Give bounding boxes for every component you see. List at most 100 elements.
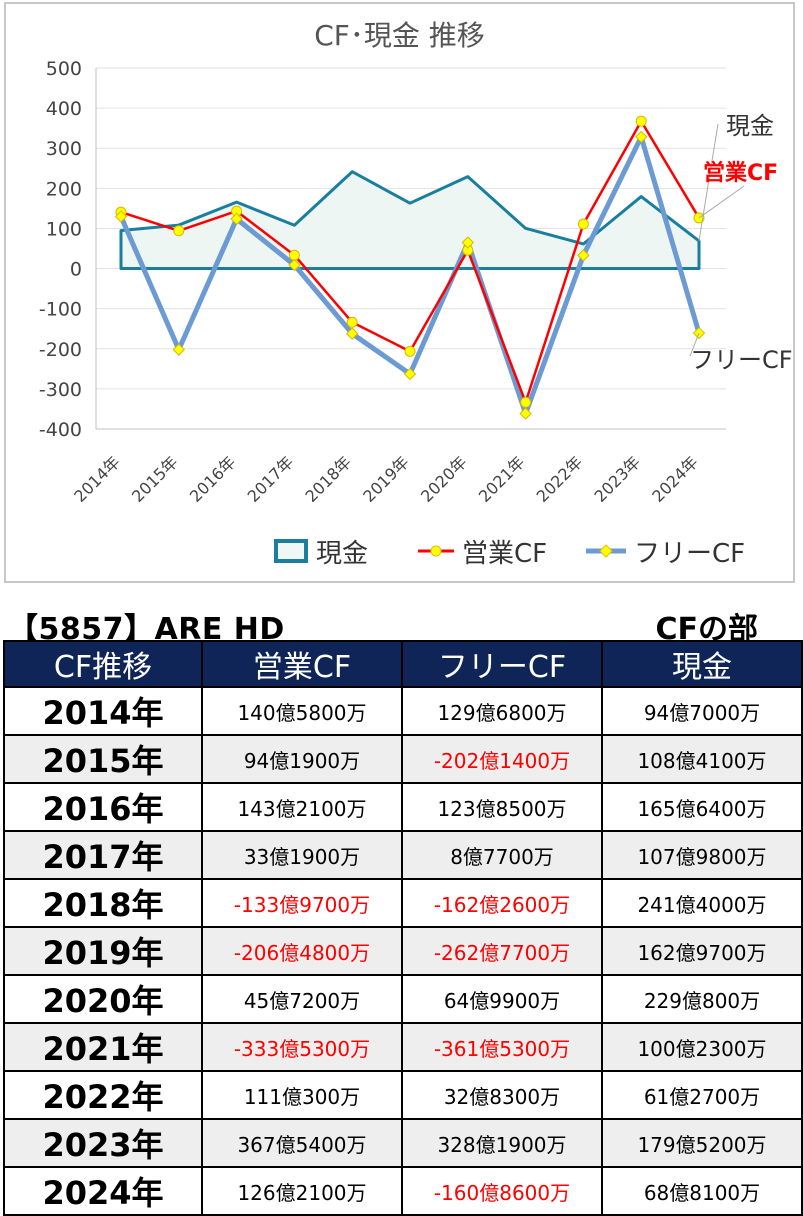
x-tick-label: 2017年 bbox=[244, 452, 298, 506]
free-cf-cell: 8億7700万 bbox=[401, 830, 603, 880]
free-cf-cell: -262億7700万 bbox=[401, 926, 603, 976]
cash-cell: 107億9800万 bbox=[601, 830, 803, 880]
free-cf-cell: -361億5300万 bbox=[401, 1022, 603, 1072]
cash-cell: 229億800万 bbox=[601, 974, 803, 1024]
free-cf-cell: 32億8300万 bbox=[401, 1070, 603, 1120]
point-operating-cf bbox=[346, 316, 358, 328]
year-cell: 2020年 bbox=[3, 974, 203, 1024]
year-cell: 2017年 bbox=[3, 830, 203, 880]
table-row: 2018年 -133億9700万 -162億2600万 241億4000万 bbox=[3, 878, 803, 928]
point-operating-cf bbox=[404, 345, 416, 357]
x-tick-label: 2020年 bbox=[417, 452, 471, 506]
y-tick-label: -200 bbox=[39, 339, 82, 361]
point-free-cf bbox=[172, 343, 186, 356]
free-cf-cell: 328億1900万 bbox=[401, 1118, 603, 1168]
year-cell: 2024年 bbox=[3, 1166, 203, 1216]
operating-cf-cell: 94億1900万 bbox=[201, 734, 403, 784]
y-tick-label: -100 bbox=[39, 299, 82, 321]
cash-cell: 179億5200万 bbox=[601, 1118, 803, 1168]
table-row: 2022年 111億300万 32億8300万 61億2700万 bbox=[3, 1070, 803, 1120]
legend-label: 現金 bbox=[316, 538, 369, 569]
y-tick-label: -300 bbox=[39, 379, 82, 401]
y-tick-label: 500 bbox=[46, 58, 82, 80]
operating-cf-cell: 45億7200万 bbox=[201, 974, 403, 1024]
operating-cf-cell: 140億5800万 bbox=[201, 686, 403, 736]
x-tick-label: 2021年 bbox=[475, 452, 529, 506]
y-tick-label: 200 bbox=[46, 178, 82, 200]
operating-cf-cell: 126億2100万 bbox=[201, 1166, 403, 1216]
end-label-operating-cf: 営業CF bbox=[703, 160, 778, 186]
x-tick-label: 2022年 bbox=[533, 452, 587, 506]
operating-cf-cell: -333億5300万 bbox=[201, 1022, 403, 1072]
point-operating-cf bbox=[577, 218, 589, 230]
point-free-cf bbox=[230, 212, 243, 226]
year-cell: 2015年 bbox=[3, 734, 203, 784]
header-operating-cf: 営業CF bbox=[201, 640, 403, 688]
year-cell: 2016年 bbox=[3, 782, 203, 832]
point-free-cf bbox=[403, 367, 417, 381]
table-row: 2023年 367億5400万 328億1900万 179億5200万 bbox=[3, 1118, 803, 1168]
chart-panel: CF･現金 推移 500 400 300 200 100 0 -100 -200 -300 -40… bbox=[4, 2, 795, 583]
end-label-cash: 現金 bbox=[726, 112, 774, 140]
cash-cell: 108億4100万 bbox=[601, 734, 803, 784]
table-row: 2015年 94億1900万 -202億1400万 108億4100万 bbox=[3, 734, 803, 784]
point-free-cf bbox=[519, 407, 532, 420]
table-row: 2016年 143億2100万 123億8500万 165億6400万 bbox=[3, 782, 803, 832]
table-row: 2014年 140億5800万 129億6800万 94億7000万 bbox=[3, 686, 803, 736]
year-cell: 2018年 bbox=[3, 878, 203, 928]
end-label-free-cf: フリーCF bbox=[690, 346, 793, 374]
free-cf-cell: -202億1400万 bbox=[401, 734, 603, 784]
x-tick-label: 2016年 bbox=[186, 452, 240, 506]
cash-cell: 94億7000万 bbox=[601, 686, 803, 736]
point-free-cf bbox=[345, 327, 359, 340]
point-free-cf bbox=[114, 210, 128, 223]
legend-label: フリーCF bbox=[634, 538, 746, 569]
table-row: 2019年 -206億4800万 -262億7700万 162億9700万 bbox=[3, 926, 803, 976]
cash-cell: 165億6400万 bbox=[601, 782, 803, 832]
header-cash: 現金 bbox=[601, 640, 803, 688]
operating-cf-cell: 111億300万 bbox=[201, 1070, 403, 1120]
free-cf-cell: 129億6800万 bbox=[401, 686, 603, 736]
leader-line-cash bbox=[698, 123, 719, 242]
header-cf-trend: CF推移 bbox=[3, 640, 203, 688]
operating-cf-cell: 33億1900万 bbox=[201, 830, 403, 880]
y-tick-label: 300 bbox=[46, 138, 82, 160]
leader-line-operating-cf bbox=[698, 185, 745, 219]
y-tick-label: 0 bbox=[70, 259, 82, 281]
year-cell: 2014年 bbox=[3, 686, 203, 736]
table-header-row: CF推移 営業CF フリーCF 現金 bbox=[3, 640, 803, 688]
x-tick-label: 2014年 bbox=[70, 452, 124, 506]
point-free-cf bbox=[634, 130, 648, 144]
cash-cell: 162億9700万 bbox=[601, 926, 803, 976]
point-operating-cf bbox=[520, 396, 532, 408]
free-cf-cell: 123億8500万 bbox=[401, 782, 603, 832]
cash-cell: 61億2700万 bbox=[601, 1070, 803, 1120]
legend-line-marker-icon bbox=[586, 544, 626, 558]
operating-cf-cell: 143億2100万 bbox=[201, 782, 403, 832]
operating-cf-cell: 367億5400万 bbox=[201, 1118, 403, 1168]
year-cell: 2022年 bbox=[3, 1070, 203, 1120]
table-row: 2017年 33億1900万 8億7700万 107億9800万 bbox=[3, 830, 803, 880]
cash-cell: 100億2300万 bbox=[601, 1022, 803, 1072]
header-free-cf: フリーCF bbox=[401, 640, 603, 688]
point-free-cf bbox=[577, 249, 590, 262]
x-tick-label: 2024年 bbox=[648, 452, 702, 506]
operating-cf-cell: -133億9700万 bbox=[201, 878, 403, 928]
free-cf-cell: -160億8600万 bbox=[401, 1166, 603, 1216]
y-tick-label: 400 bbox=[46, 98, 82, 120]
x-tick-label: 2019年 bbox=[359, 452, 413, 506]
table-row: 2021年 -333億5300万 -361億5300万 100億2300万 bbox=[3, 1022, 803, 1072]
free-cf-cell: -162億2600万 bbox=[401, 878, 603, 928]
cash-cell: 68億8100万 bbox=[601, 1166, 803, 1216]
free-cf-cell: 64億9900万 bbox=[401, 974, 603, 1024]
operating-cf-cell: -206億4800万 bbox=[201, 926, 403, 976]
leader-line-free-cf bbox=[689, 332, 700, 357]
chart-title: CF･現金 推移 bbox=[314, 19, 485, 52]
legend-label: 営業CF bbox=[462, 538, 548, 569]
point-operating-cf bbox=[635, 115, 647, 127]
legend-item-operating-cf: 営業CF bbox=[416, 534, 548, 569]
year-cell: 2019年 bbox=[3, 926, 203, 976]
legend-line-marker-icon bbox=[418, 545, 454, 557]
point-operating-cf bbox=[173, 225, 185, 237]
